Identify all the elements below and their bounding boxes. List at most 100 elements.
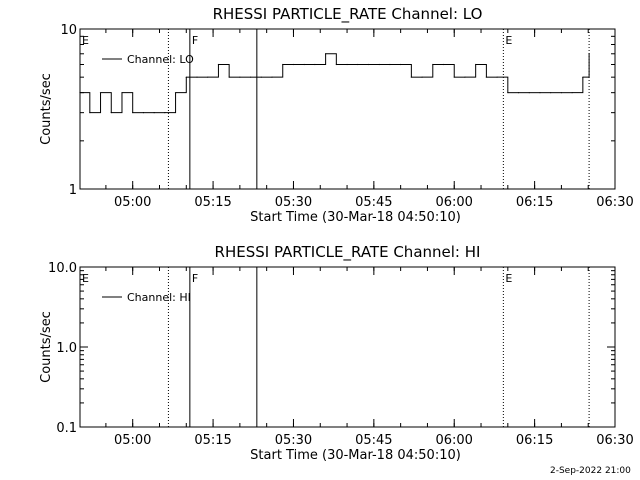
data-point xyxy=(442,63,445,66)
data-point xyxy=(325,53,327,55)
data-point xyxy=(282,63,284,66)
series-segment xyxy=(272,64,284,78)
x-tick-label: 05:15 xyxy=(194,433,231,448)
x-tick-label: 06:00 xyxy=(435,433,472,448)
footer-timestamp: 2-Sep-2022 21:00 xyxy=(550,466,631,476)
series-segment xyxy=(111,92,123,114)
data-point xyxy=(410,76,412,78)
series-segment xyxy=(175,77,187,94)
data-point xyxy=(196,76,198,78)
series-segment xyxy=(164,92,177,114)
data-point xyxy=(335,63,337,66)
data-point xyxy=(378,63,380,66)
x-tick-label: 05:45 xyxy=(355,195,392,210)
x-tick-label: 06:30 xyxy=(596,195,633,210)
data-point xyxy=(400,63,402,66)
data-point xyxy=(303,63,305,66)
data-point xyxy=(346,63,348,66)
data-point xyxy=(132,112,134,114)
x-tick-label: 05:30 xyxy=(275,195,312,210)
series-segment xyxy=(207,64,219,78)
data-point xyxy=(217,63,220,66)
data-point xyxy=(560,92,563,94)
legend-entry: Channel: LO xyxy=(127,53,194,66)
data-point xyxy=(550,92,552,94)
data-point xyxy=(314,63,316,66)
data-point xyxy=(517,92,520,94)
event-marker-label: E xyxy=(82,34,89,47)
data-point xyxy=(453,76,455,78)
event-marker-label: E xyxy=(505,34,512,47)
series-segment xyxy=(464,64,477,78)
x-tick-label: 06:15 xyxy=(516,195,553,210)
x-tick-label: 06:00 xyxy=(435,195,472,210)
data-point xyxy=(153,112,155,114)
chart-title: RHESSI PARTICLE_RATE Channel: LO xyxy=(213,5,483,24)
data-point xyxy=(464,76,466,78)
series-segment xyxy=(400,63,412,78)
data-point xyxy=(249,76,252,78)
y-tick-label: 10 xyxy=(60,23,77,38)
data-point xyxy=(367,63,370,66)
event-marker-label: F xyxy=(192,272,198,285)
legend-entry: Channel: HI xyxy=(127,291,191,304)
data-point xyxy=(207,76,209,78)
data-point xyxy=(389,63,391,66)
x-axis-label: Start Time (30-Mar-18 04:50:10) xyxy=(250,448,461,463)
data-point xyxy=(421,76,423,78)
x-axis-label: Start Time (30-Mar-18 04:50:10) xyxy=(250,210,461,225)
data-point xyxy=(185,76,187,78)
series-segment xyxy=(100,92,112,113)
series-segment xyxy=(314,53,327,65)
event-marker-label: E xyxy=(82,272,89,285)
data-point xyxy=(121,92,123,94)
data-point xyxy=(432,63,434,66)
y-tick-label: 1.0 xyxy=(56,341,77,356)
data-point xyxy=(228,76,230,78)
event-marker-label: E xyxy=(505,272,512,285)
data-point xyxy=(292,63,295,66)
data-point xyxy=(239,76,241,78)
data-point xyxy=(507,92,509,94)
series-segment xyxy=(497,76,509,93)
data-point xyxy=(99,92,102,94)
data-point xyxy=(164,112,166,114)
data-point xyxy=(582,76,584,78)
event-marker-label: F xyxy=(192,34,198,47)
series-segment xyxy=(325,53,337,65)
data-point xyxy=(539,92,541,94)
data-point xyxy=(174,92,177,94)
data-point xyxy=(357,63,359,66)
y-tick-label: 10.0 xyxy=(48,261,77,276)
series-segment xyxy=(572,77,584,94)
series-segment xyxy=(582,53,590,78)
series-segment xyxy=(422,64,434,78)
data-point xyxy=(571,92,573,94)
series-segment xyxy=(218,63,230,78)
series-segment xyxy=(475,63,487,78)
data-point xyxy=(496,76,498,78)
data-point xyxy=(142,112,145,114)
data-point xyxy=(271,76,273,78)
data-point xyxy=(475,63,477,66)
y-tick-label: 0.1 xyxy=(56,421,77,436)
data-point xyxy=(89,112,91,114)
chart-title: RHESSI PARTICLE_RATE Channel: HI xyxy=(215,243,481,262)
y-axis-label: Counts/sec xyxy=(39,73,54,145)
series-segment xyxy=(89,92,102,114)
data-point xyxy=(485,76,487,78)
series-segment xyxy=(443,63,455,78)
x-tick-label: 05:30 xyxy=(275,433,312,448)
series-segment xyxy=(80,92,91,113)
x-tick-label: 05:45 xyxy=(355,433,392,448)
data-point xyxy=(260,76,262,78)
data-point xyxy=(588,53,590,55)
data-point xyxy=(79,92,81,94)
series-segment xyxy=(121,92,134,113)
data-point xyxy=(110,112,112,114)
x-tick-label: 05:00 xyxy=(114,195,151,210)
x-tick-label: 05:00 xyxy=(114,433,151,448)
x-tick-label: 06:30 xyxy=(596,433,633,448)
y-tick-label: 1 xyxy=(69,183,77,198)
